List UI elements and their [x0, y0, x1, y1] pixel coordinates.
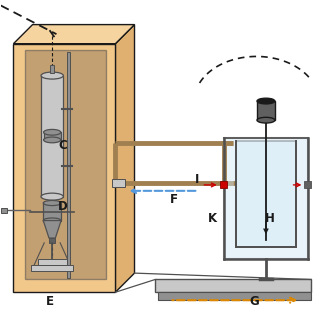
Bar	[224, 138, 308, 259]
Text: I: I	[195, 172, 199, 186]
Text: D: D	[58, 200, 68, 213]
Bar	[158, 292, 311, 300]
Bar	[41, 76, 63, 197]
Bar	[1, 208, 7, 213]
Ellipse shape	[44, 137, 61, 143]
Bar	[220, 181, 227, 188]
Ellipse shape	[43, 218, 61, 223]
Polygon shape	[116, 25, 134, 292]
Bar	[44, 132, 61, 140]
Text: H: H	[265, 212, 275, 226]
Ellipse shape	[41, 72, 63, 79]
Polygon shape	[43, 220, 61, 238]
Bar	[155, 279, 311, 292]
Text: E: E	[46, 295, 54, 308]
Text: C: C	[59, 139, 67, 152]
Bar	[43, 203, 61, 220]
Bar	[112, 179, 125, 187]
Bar	[257, 101, 275, 120]
Bar	[49, 238, 55, 243]
Ellipse shape	[44, 129, 61, 135]
Ellipse shape	[41, 193, 63, 200]
Ellipse shape	[257, 98, 275, 104]
Bar	[67, 52, 70, 278]
Polygon shape	[13, 25, 134, 44]
Text: G: G	[249, 295, 259, 308]
Text: K: K	[208, 212, 217, 226]
Bar	[50, 65, 54, 73]
Bar	[236, 141, 296, 247]
Bar	[304, 181, 311, 188]
Ellipse shape	[257, 117, 275, 123]
Bar	[25, 50, 106, 279]
Text: F: F	[170, 193, 178, 206]
Bar	[13, 44, 116, 292]
Bar	[38, 260, 67, 265]
Bar	[31, 265, 73, 271]
Ellipse shape	[43, 200, 61, 205]
